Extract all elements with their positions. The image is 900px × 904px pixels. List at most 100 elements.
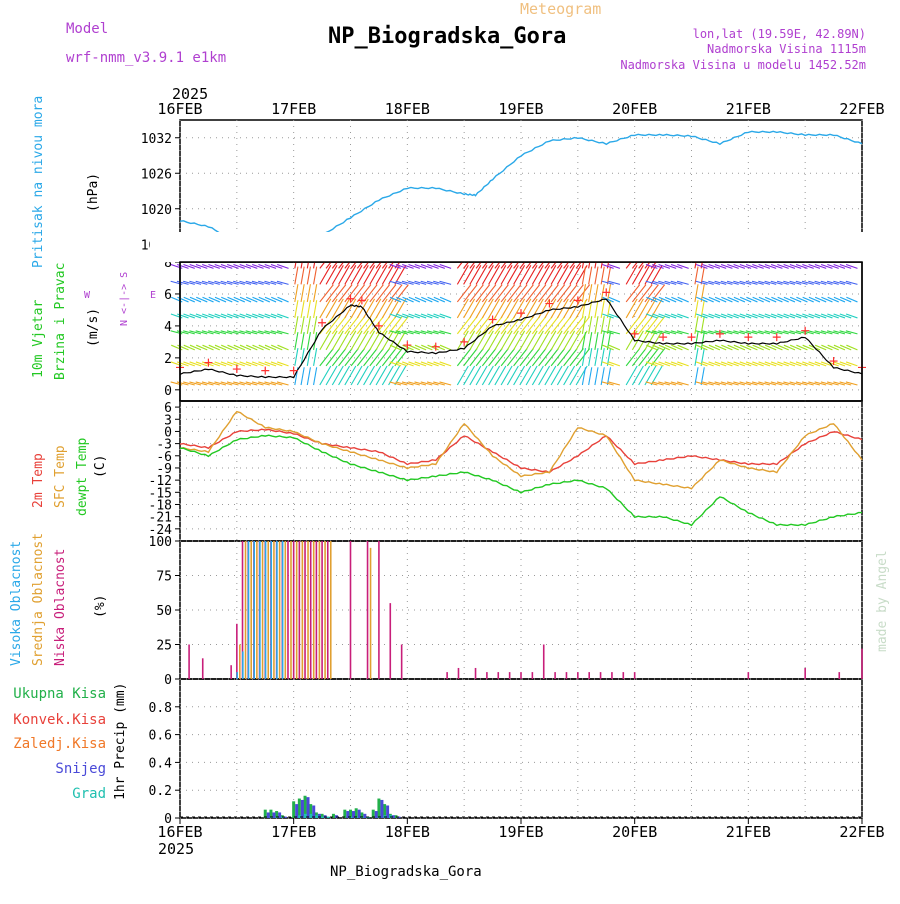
wind-arrow	[226, 330, 239, 335]
wind-arrow	[233, 381, 245, 386]
precip-bar	[331, 813, 335, 818]
wind-arrow	[294, 266, 299, 285]
wind-arrow	[488, 348, 503, 367]
wind-arrow	[833, 344, 846, 351]
pressure-ytick-label: 1032	[141, 132, 172, 147]
wind-arrow	[606, 316, 612, 334]
wind-arrow	[306, 316, 311, 334]
wind-arrow	[375, 265, 388, 285]
wind-arrow	[588, 348, 593, 366]
year-bottom: 2025	[158, 840, 194, 858]
wind-arrow	[658, 313, 671, 319]
wind-arrow	[550, 316, 566, 335]
wind-arrow	[670, 361, 683, 367]
wind-arrow	[777, 344, 789, 351]
wind-arrow	[700, 316, 705, 334]
wind-arrow	[408, 344, 421, 351]
wind-arrow	[739, 313, 752, 319]
wind-frame-overlay	[179, 261, 863, 402]
wind-arrow	[239, 263, 252, 269]
wind-arrow	[845, 313, 858, 319]
wind-arrow	[638, 348, 653, 367]
wind-arrow	[319, 284, 334, 303]
wind-arrow	[777, 361, 789, 367]
wind-arrow	[771, 344, 783, 351]
cloud-panel	[188, 541, 863, 679]
wind-gust-marker	[318, 318, 327, 327]
wind-arrow	[427, 344, 439, 351]
temp-label-1: 2m Temp	[31, 453, 46, 508]
wind-gust-marker	[687, 333, 696, 342]
cloud-ytick-label: 75	[156, 570, 172, 585]
wind-arrow	[176, 381, 189, 386]
wind-arrow	[789, 313, 802, 319]
wind-arrow	[764, 381, 777, 386]
wind-arrow	[344, 316, 359, 335]
wind-arrow	[588, 316, 593, 334]
wind-arrow	[338, 330, 351, 351]
wind-arrow	[556, 284, 572, 303]
wind-arrow	[427, 296, 439, 303]
wind-arrow	[752, 313, 764, 319]
temp-ytick-label: -6	[156, 450, 172, 465]
wind-arrow	[677, 313, 689, 319]
wind-arrow	[277, 263, 289, 269]
wind-arrow	[401, 330, 414, 335]
wind-arrow	[506, 348, 522, 367]
wind-unit: (m/s)	[86, 308, 101, 347]
wind-arrow	[550, 348, 566, 367]
wind-arrow	[808, 313, 821, 319]
precip-bar	[360, 812, 364, 818]
bottom-date-label: 22FEB	[839, 823, 884, 841]
wind-arrow	[531, 365, 544, 386]
wind-arrow	[208, 330, 220, 335]
wind-ytick-label: 8	[164, 256, 172, 271]
wind-arrow	[356, 330, 369, 351]
cloud-unit: (%)	[93, 595, 108, 618]
wind-arrow	[252, 313, 264, 319]
wind-arrow	[331, 330, 344, 351]
wind-arrow	[625, 265, 638, 285]
wind-arrow	[801, 381, 814, 386]
wind-arrow	[439, 313, 452, 319]
wind-arrow	[531, 330, 544, 351]
precip-bar	[354, 808, 358, 818]
wind-arrow	[739, 330, 752, 335]
wind-arrow	[720, 361, 733, 367]
wind-arrow	[727, 344, 739, 351]
wind-arrow	[720, 381, 733, 386]
wind-arrow	[202, 344, 214, 351]
top-date-label: 22FEB	[839, 100, 884, 118]
wind-arrow	[402, 263, 414, 269]
wind-arrow	[389, 361, 402, 367]
wind-arrow	[369, 330, 382, 351]
cloud-label-3: Niska Oblacnost	[53, 549, 68, 666]
wind-arrow	[177, 296, 189, 303]
wind-arrow	[664, 344, 677, 351]
wind-arrow	[820, 381, 833, 386]
wind-arrow	[463, 284, 478, 303]
temp-label-3: dewpt Temp	[75, 438, 90, 516]
wind-arrow	[569, 316, 584, 335]
wind-arrow	[714, 280, 727, 285]
wind-arrow	[202, 296, 214, 303]
wind-arrow	[677, 344, 689, 351]
top-date-label: 19FEB	[498, 100, 543, 118]
wind-arrow	[594, 266, 599, 285]
wind-arrow	[463, 298, 476, 319]
wind-arrow	[363, 365, 376, 386]
wind-arrow	[650, 348, 666, 367]
wind-arrow	[658, 280, 671, 285]
wind-arrow	[569, 284, 584, 303]
wind-arrow	[214, 296, 227, 303]
wind-arrow	[239, 381, 252, 386]
wind-arrow	[381, 330, 394, 351]
wind-arrow	[820, 280, 833, 285]
wind-gust-marker	[346, 294, 355, 303]
wind-arrow	[702, 313, 714, 319]
wind-gust-marker	[261, 366, 270, 375]
bottom-date-label: 16FEB	[157, 823, 202, 841]
wind-arrow	[644, 330, 657, 351]
wind-arrow	[676, 381, 689, 386]
wind-arrow	[783, 381, 796, 386]
